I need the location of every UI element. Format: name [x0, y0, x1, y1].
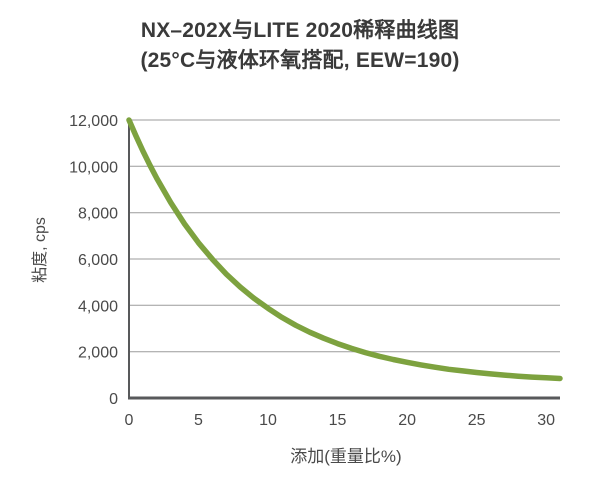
chart-subtitle: (25°C与液体环氧搭配, EEW=190) [140, 49, 460, 72]
y-axis-title: 粘度, cps [32, 217, 49, 283]
y-tick-label-12000: 12,000 [69, 113, 118, 130]
y-tick-label-6000: 6,000 [78, 252, 118, 269]
y-tick-label-10000: 10,000 [69, 159, 118, 176]
x-tick-label-15: 15 [329, 412, 347, 429]
x-tick-label-0: 0 [125, 412, 134, 429]
x-tick-label-10: 10 [259, 412, 277, 429]
y-tick-label-2000: 2,000 [78, 345, 118, 362]
x-tick-label-20: 20 [398, 412, 416, 429]
y-tick-label-4000: 4,000 [78, 298, 118, 315]
x-tick-label-5: 5 [194, 412, 203, 429]
y-tick-label-8000: 8,000 [78, 206, 118, 223]
y-tick-label-0: 0 [109, 391, 118, 408]
chart-title-block: NX–202X与LITE 2020稀释曲线图 (25°C与液体环氧搭配, EEW… [0, 16, 600, 76]
chart-title: NX–202X与LITE 2020稀释曲线图 [140, 19, 460, 42]
x-tick-label-30: 30 [537, 412, 555, 429]
dilution-curve [126, 117, 563, 382]
x-tick-label-25: 25 [468, 412, 486, 429]
x-axis-title: 添加(重量比%) [290, 447, 402, 466]
